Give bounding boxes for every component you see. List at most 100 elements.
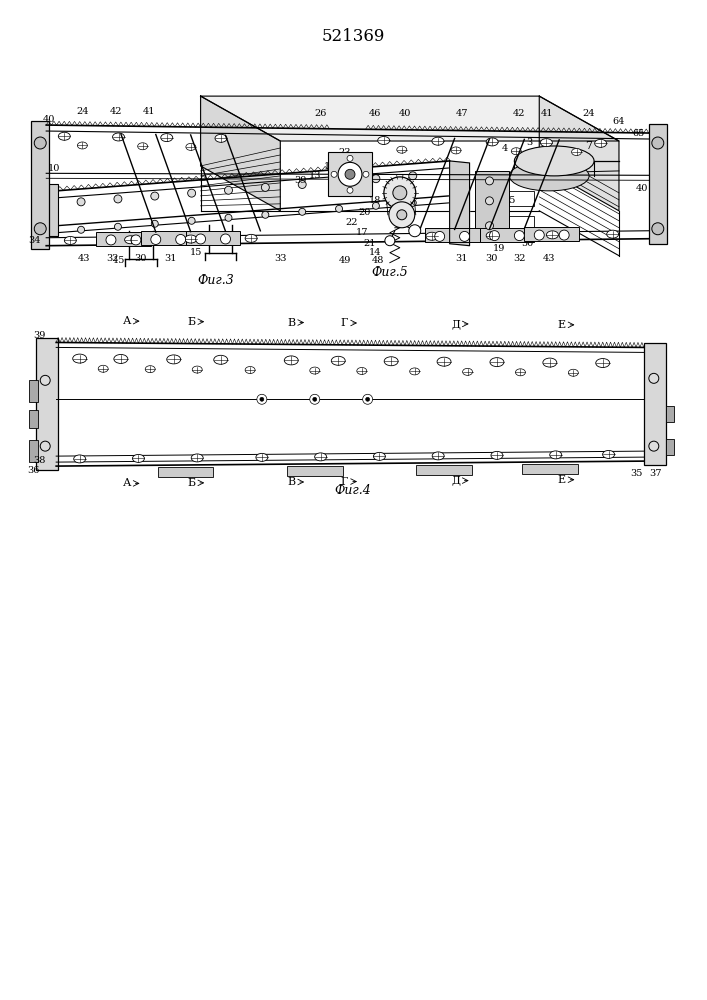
Text: В: В <box>287 318 296 328</box>
Bar <box>29 440 38 462</box>
Text: Г: Г <box>340 477 348 487</box>
Ellipse shape <box>77 142 88 149</box>
Bar <box>36 196 45 208</box>
Bar <box>479 228 534 242</box>
Text: 18: 18 <box>369 196 381 205</box>
Text: 64: 64 <box>613 117 625 126</box>
Bar <box>287 466 343 476</box>
Circle shape <box>34 137 46 149</box>
Circle shape <box>106 235 116 245</box>
Ellipse shape <box>384 357 398 366</box>
Ellipse shape <box>145 366 155 373</box>
Circle shape <box>649 373 659 383</box>
Text: 3: 3 <box>526 138 532 147</box>
Bar <box>644 343 666 465</box>
Text: 35: 35 <box>631 469 643 478</box>
Bar <box>186 231 240 245</box>
Circle shape <box>372 175 380 183</box>
Circle shape <box>114 195 122 203</box>
Text: 47: 47 <box>455 109 468 118</box>
Text: А: А <box>122 478 131 488</box>
Ellipse shape <box>167 355 181 364</box>
Text: 50: 50 <box>521 239 534 248</box>
Circle shape <box>460 231 469 241</box>
Ellipse shape <box>602 450 614 458</box>
Circle shape <box>486 177 493 185</box>
Circle shape <box>40 441 50 451</box>
Ellipse shape <box>568 369 578 376</box>
Circle shape <box>489 231 499 241</box>
Ellipse shape <box>486 232 498 240</box>
Ellipse shape <box>595 139 607 147</box>
Ellipse shape <box>310 367 320 374</box>
Ellipse shape <box>543 358 557 367</box>
Text: 7: 7 <box>585 141 592 151</box>
Ellipse shape <box>451 147 461 154</box>
Circle shape <box>652 223 664 235</box>
Bar <box>474 171 509 241</box>
Text: 40: 40 <box>399 109 411 118</box>
Text: 24: 24 <box>77 107 89 116</box>
Text: 46: 46 <box>369 109 381 118</box>
Ellipse shape <box>245 234 257 242</box>
Bar <box>36 338 58 470</box>
Text: Фиг.3: Фиг.3 <box>197 274 234 287</box>
Text: 49: 49 <box>339 256 351 265</box>
Text: 26: 26 <box>314 109 327 118</box>
Ellipse shape <box>397 146 407 153</box>
Text: 25: 25 <box>503 196 515 205</box>
Circle shape <box>435 231 445 241</box>
Text: 20: 20 <box>358 208 371 217</box>
Ellipse shape <box>114 354 128 363</box>
Text: Е: Е <box>557 475 566 485</box>
Circle shape <box>151 234 160 244</box>
Bar <box>522 464 578 474</box>
Bar <box>649 124 667 244</box>
Circle shape <box>345 169 355 179</box>
Circle shape <box>649 441 659 451</box>
Ellipse shape <box>98 365 108 372</box>
Circle shape <box>389 202 415 228</box>
Ellipse shape <box>409 368 420 375</box>
Text: 15: 15 <box>112 256 125 265</box>
Text: 21: 21 <box>363 239 376 248</box>
Text: 14: 14 <box>368 248 381 257</box>
Circle shape <box>366 397 370 401</box>
Ellipse shape <box>256 453 268 461</box>
Text: 37: 37 <box>650 469 662 478</box>
Circle shape <box>486 197 493 205</box>
Bar <box>31 121 49 249</box>
Circle shape <box>131 235 141 245</box>
Text: 34: 34 <box>28 236 40 245</box>
Text: 15: 15 <box>189 248 201 257</box>
Text: 16: 16 <box>324 162 337 171</box>
Ellipse shape <box>550 451 561 459</box>
Ellipse shape <box>509 161 589 191</box>
Ellipse shape <box>462 368 472 375</box>
Circle shape <box>373 202 380 209</box>
Text: 23: 23 <box>339 148 351 157</box>
Circle shape <box>335 178 343 186</box>
Text: 13: 13 <box>309 171 322 180</box>
Circle shape <box>336 205 343 212</box>
Ellipse shape <box>191 454 203 462</box>
Text: 10: 10 <box>48 164 60 173</box>
Text: 521369: 521369 <box>321 28 385 45</box>
Polygon shape <box>539 96 619 211</box>
Bar <box>666 439 674 455</box>
Text: Е: Е <box>557 320 566 330</box>
Ellipse shape <box>214 355 228 364</box>
Text: 33: 33 <box>274 254 286 263</box>
Bar <box>416 465 472 475</box>
Circle shape <box>257 394 267 404</box>
Circle shape <box>652 137 664 149</box>
Text: 31: 31 <box>165 254 177 263</box>
Text: 32: 32 <box>107 254 119 263</box>
Circle shape <box>559 230 569 240</box>
Text: 39: 39 <box>294 176 306 185</box>
Circle shape <box>312 397 317 401</box>
Circle shape <box>188 217 195 224</box>
Text: 31: 31 <box>455 254 468 263</box>
Bar <box>29 410 38 428</box>
Ellipse shape <box>73 354 87 363</box>
